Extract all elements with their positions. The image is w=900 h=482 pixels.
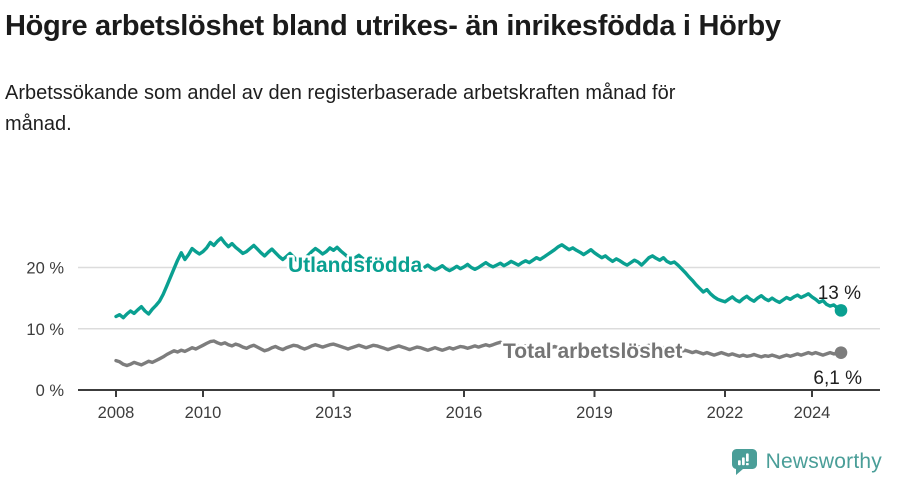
x-axis-tick-label: 2022 (707, 404, 744, 422)
series-end-dot-total (834, 346, 848, 359)
logo-exclamation-dot (745, 463, 749, 466)
series-end-dot-utlandsfodda (834, 304, 848, 317)
logo-bar-2 (741, 457, 745, 466)
y-axis-tick-label: 10 % (26, 321, 64, 339)
end-value-label-total: 6,1 % (813, 368, 862, 389)
x-axis-tick-label: 2010 (185, 404, 222, 422)
y-axis-tick-label: 20 % (26, 260, 64, 278)
page-subtitle: Arbetssökande som andel av den registerb… (5, 82, 676, 136)
x-axis-tick-label: 2013 (315, 404, 352, 422)
y-axis-tick-label: 0 % (36, 382, 65, 400)
x-axis-tick-label: 2008 (98, 404, 135, 422)
header: Högre arbetslöshet bland utrikes- än inr… (0, 8, 900, 140)
page-title: Högre arbetslöshet bland utrikes- än inr… (5, 10, 781, 42)
footer-brand: Newsworthy (731, 448, 882, 475)
x-axis-tick-label: 2019 (576, 404, 613, 422)
series-line-total (114, 339, 843, 368)
x-axis-tick-label: 2016 (446, 404, 483, 422)
x-axis-tick-label: 2024 (794, 404, 831, 422)
series-label-utlandsfodda: Utlandsfödda (288, 254, 422, 277)
series-label-total: Total arbetslöshet (503, 340, 682, 363)
brand-name: Newsworthy (765, 449, 882, 473)
logo-exclamation-bar (745, 453, 749, 462)
unemployment-line-chart: 2008 2010 2013 2016 2019 2022 2024 0 % 10 % 20 % U… (0, 206, 900, 446)
chart-svg: 2008 2010 2013 2016 2019 2022 2024 0 % 10 % 20 % U… (26, 236, 880, 422)
logo-bar-1 (737, 460, 741, 466)
end-value-label-utlandsfodda: 13 % (818, 283, 861, 304)
series-line-utlandsfodda (114, 236, 843, 320)
newsworthy-logo-icon (731, 449, 757, 475)
